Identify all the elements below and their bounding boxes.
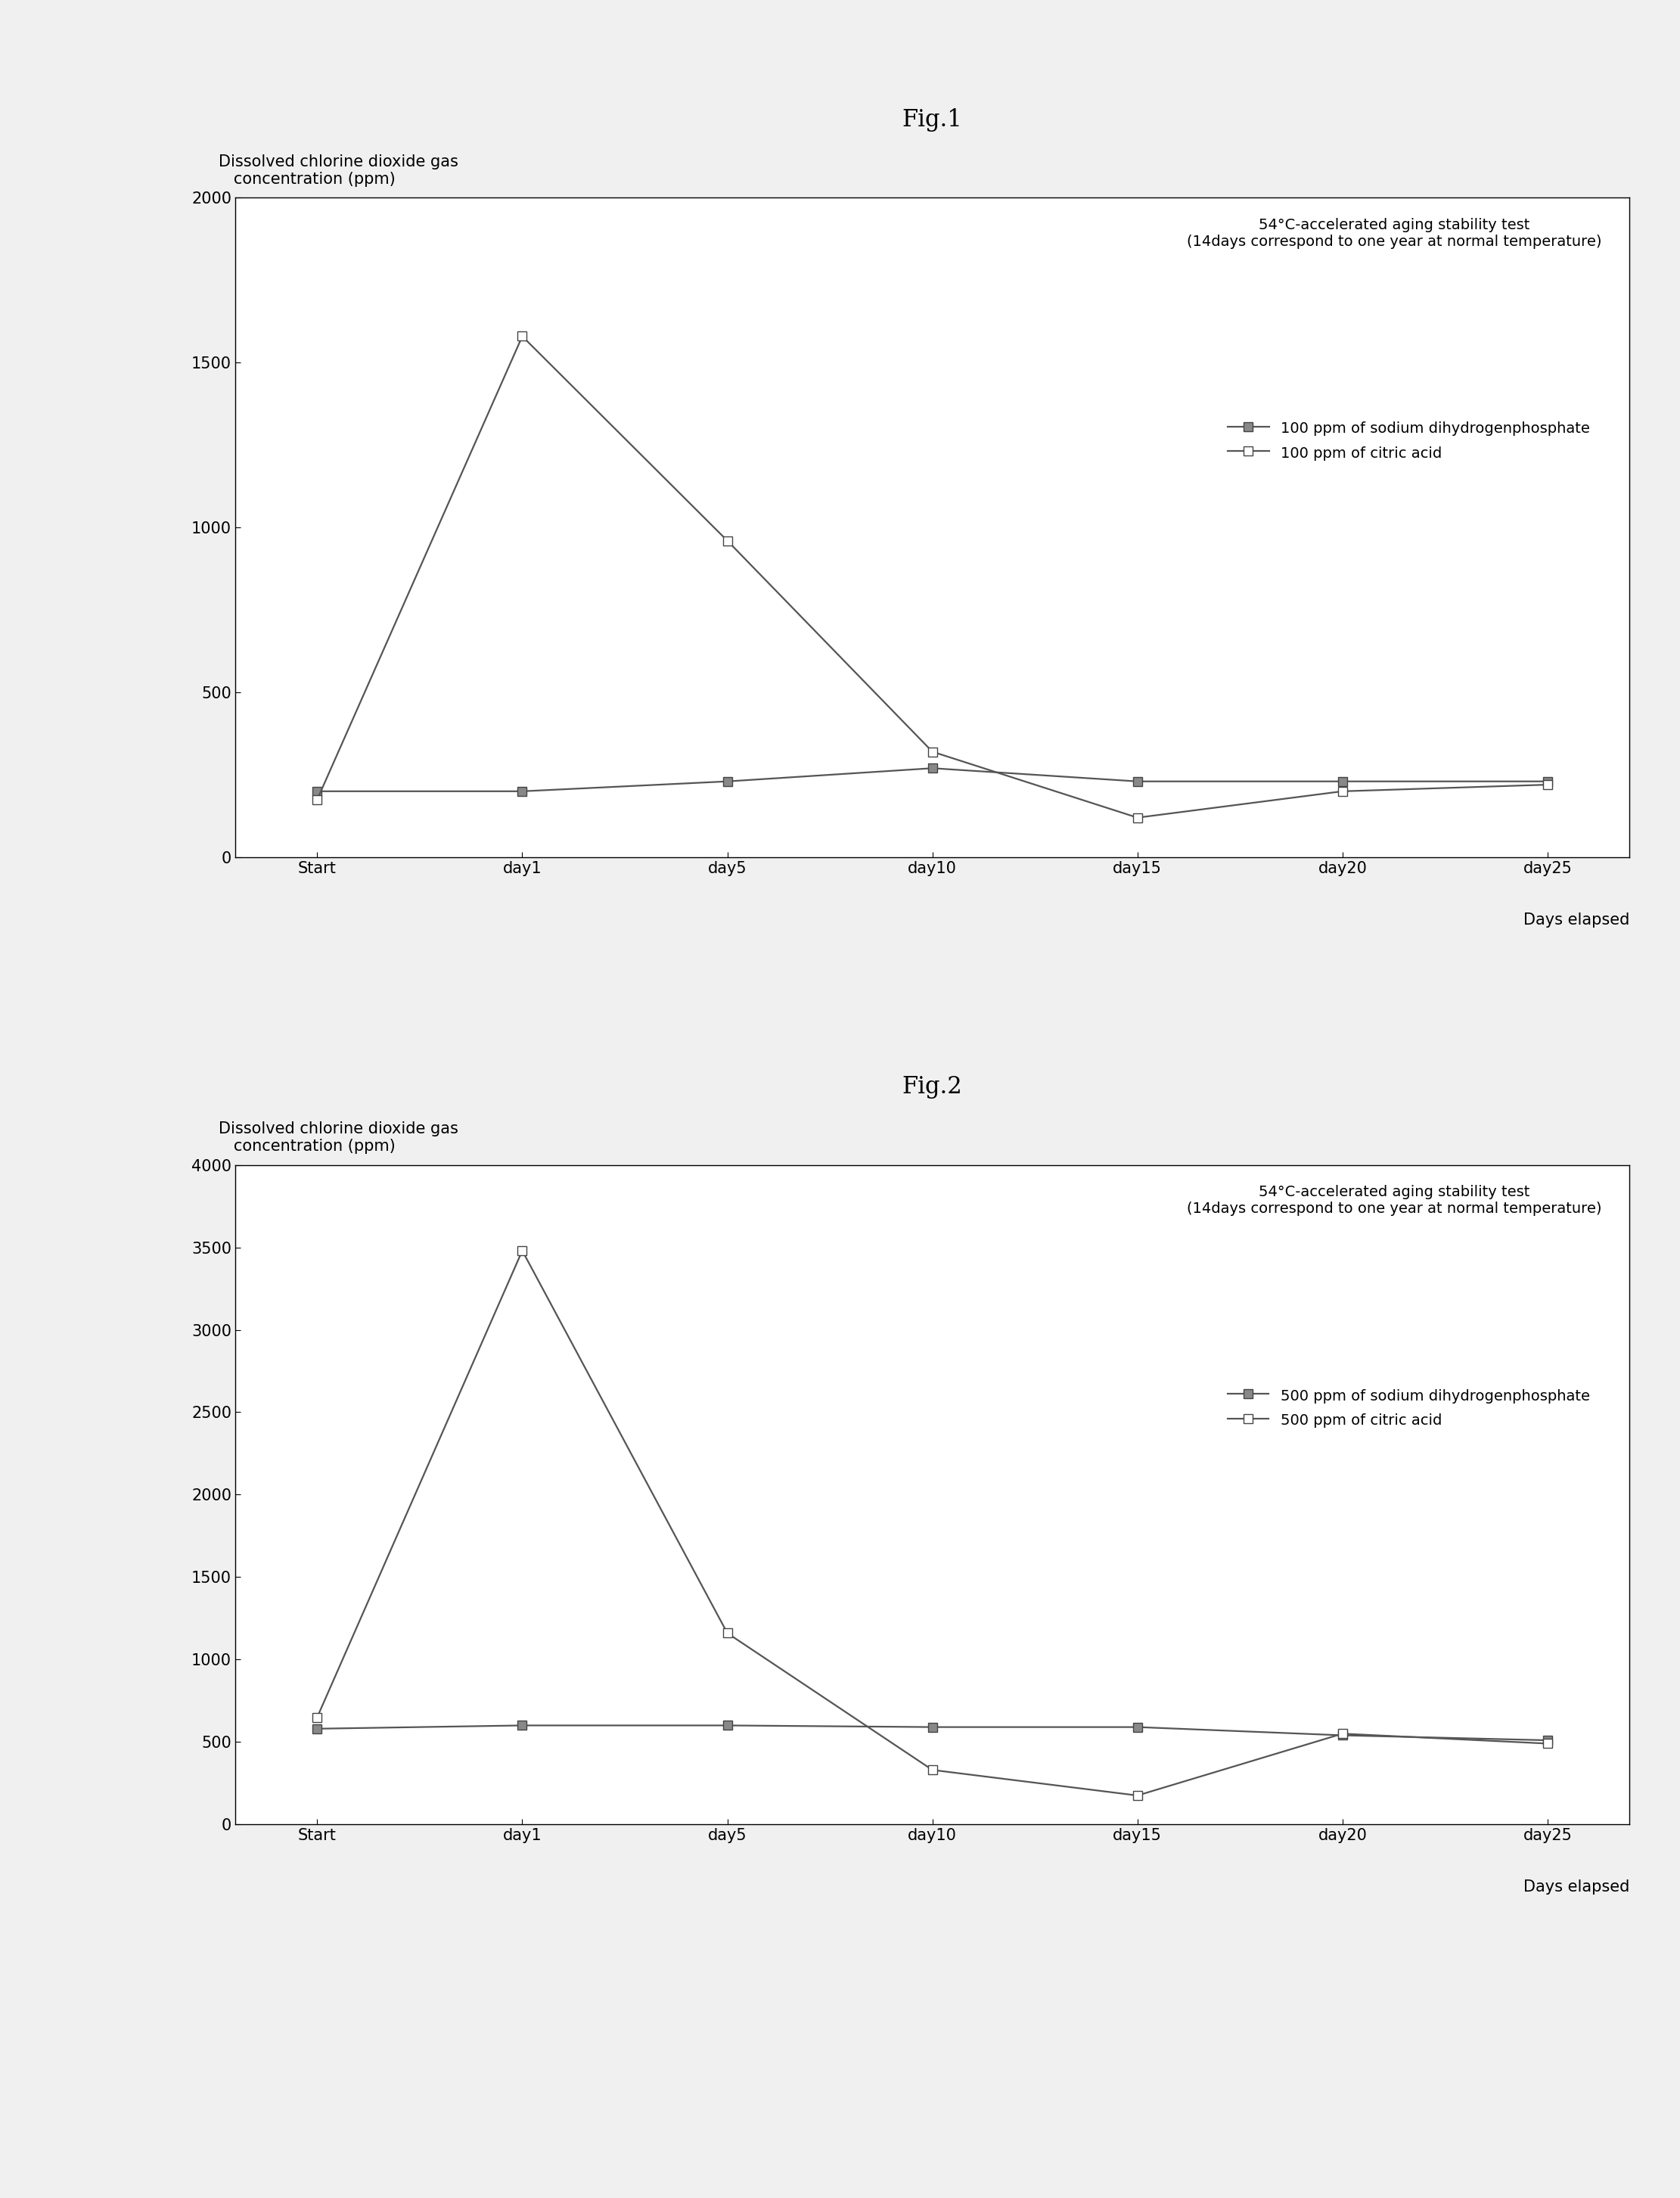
500 ppm of citric acid [307, 1703, 328, 1730]
100 ppm of sodium dihydrogenphosphate [717, 767, 738, 793]
100 ppm of citric acid [1537, 771, 1557, 798]
Line: 500 ppm of citric acid: 500 ppm of citric acid [312, 1246, 1552, 1800]
500 ppm of sodium dihydrogenphosphate [1537, 1728, 1557, 1754]
100 ppm of sodium dihydrogenphosphate [1537, 767, 1557, 793]
100 ppm of sodium dihydrogenphosphate [512, 778, 533, 804]
500 ppm of citric acid [1537, 1730, 1557, 1756]
500 ppm of citric acid [922, 1756, 942, 1783]
Text: Days elapsed: Days elapsed [1524, 912, 1630, 928]
500 ppm of sodium dihydrogenphosphate [1127, 1714, 1147, 1741]
Text: Days elapsed: Days elapsed [1524, 1879, 1630, 1895]
Text: Fig.2: Fig.2 [902, 1075, 963, 1099]
Legend: 500 ppm of sodium dihydrogenphosphate, 500 ppm of citric acid: 500 ppm of sodium dihydrogenphosphate, 5… [1223, 1383, 1594, 1433]
100 ppm of sodium dihydrogenphosphate [1127, 767, 1147, 793]
Text: Dissolved chlorine dioxide gas
   concentration (ppm): Dissolved chlorine dioxide gas concentra… [218, 154, 459, 187]
100 ppm of citric acid [922, 739, 942, 765]
500 ppm of sodium dihydrogenphosphate [1332, 1721, 1352, 1747]
500 ppm of citric acid [717, 1620, 738, 1646]
500 ppm of sodium dihydrogenphosphate [922, 1714, 942, 1741]
100 ppm of citric acid [307, 787, 328, 813]
100 ppm of citric acid [717, 528, 738, 554]
100 ppm of citric acid [512, 323, 533, 349]
100 ppm of citric acid [1332, 778, 1352, 804]
Line: 100 ppm of sodium dihydrogenphosphate: 100 ppm of sodium dihydrogenphosphate [312, 765, 1552, 796]
500 ppm of citric acid [1332, 1721, 1352, 1747]
Line: 500 ppm of sodium dihydrogenphosphate: 500 ppm of sodium dihydrogenphosphate [312, 1721, 1552, 1745]
100 ppm of sodium dihydrogenphosphate [307, 778, 328, 804]
100 ppm of sodium dihydrogenphosphate [1332, 767, 1352, 793]
500 ppm of citric acid [1127, 1783, 1147, 1809]
100 ppm of citric acid [1127, 804, 1147, 831]
Text: Fig.1: Fig.1 [902, 108, 963, 132]
500 ppm of citric acid [512, 1237, 533, 1264]
Text: Dissolved chlorine dioxide gas
   concentration (ppm): Dissolved chlorine dioxide gas concentra… [218, 1121, 459, 1154]
500 ppm of sodium dihydrogenphosphate [512, 1712, 533, 1739]
Text: 54°C-accelerated aging stability test
(14days correspond to one year at normal t: 54°C-accelerated aging stability test (1… [1186, 218, 1601, 248]
Line: 100 ppm of citric acid: 100 ppm of citric acid [312, 332, 1552, 822]
500 ppm of sodium dihydrogenphosphate [307, 1714, 328, 1741]
Legend: 100 ppm of sodium dihydrogenphosphate, 100 ppm of citric acid: 100 ppm of sodium dihydrogenphosphate, 1… [1223, 415, 1594, 466]
Text: 54°C-accelerated aging stability test
(14days correspond to one year at normal t: 54°C-accelerated aging stability test (1… [1186, 1185, 1601, 1215]
500 ppm of sodium dihydrogenphosphate [717, 1712, 738, 1739]
100 ppm of sodium dihydrogenphosphate [922, 754, 942, 780]
